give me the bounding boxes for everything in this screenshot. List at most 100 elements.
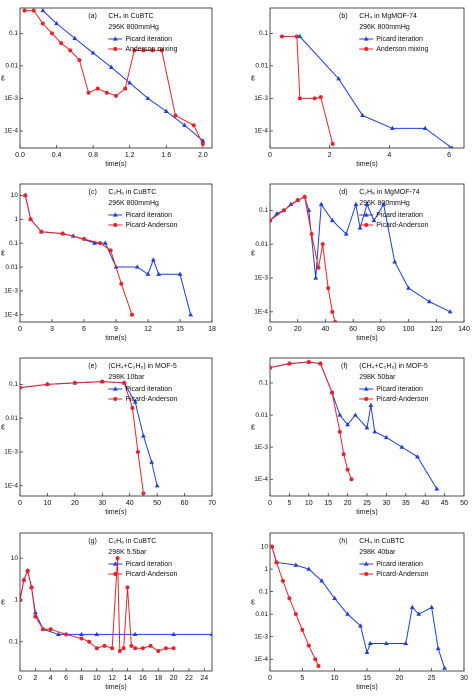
x-tick-label: 60 (349, 326, 357, 333)
y-tick-label: 1E-3 (254, 275, 268, 282)
marker (79, 636, 84, 641)
marker (349, 477, 354, 482)
marker (171, 646, 176, 651)
marker (306, 643, 311, 648)
plot-frame (269, 357, 465, 497)
marker (329, 217, 335, 223)
x-tick-label: 40 (322, 326, 330, 333)
x-tick-label: 8 (79, 675, 83, 682)
legend-marker (113, 397, 118, 401)
y-tick-label: 0.1 (9, 381, 18, 388)
legend-label: Picard-Anderson (376, 396, 428, 403)
marker (442, 665, 447, 670)
marker (100, 379, 105, 384)
legend-marker (112, 36, 118, 41)
x-tick-label: 3 (50, 326, 54, 333)
marker (384, 640, 389, 646)
plot-area (270, 359, 440, 491)
marker (384, 434, 389, 440)
y-tick-label: 0.01 (255, 241, 268, 248)
series-line (20, 381, 144, 494)
annotation: 298K 10bar (108, 374, 145, 381)
marker (287, 596, 292, 601)
plot-frame (19, 7, 213, 149)
y-axis-label: ε (1, 596, 5, 606)
y-tick-label: 0.1 (259, 380, 268, 387)
y-tick-label: 1E-4 (4, 483, 18, 490)
legend-label: Picard iteration (376, 561, 423, 568)
plot-area (22, 192, 194, 317)
x-tick-label: 20 (395, 675, 403, 682)
marker (150, 48, 155, 53)
y-axis-label: ε (251, 72, 255, 82)
x-tick-label: 0 (18, 675, 22, 682)
legend-marker (364, 223, 369, 227)
marker (32, 609, 38, 615)
marker (381, 201, 387, 206)
y-tick-label: 1E-3 (4, 288, 18, 295)
marker (132, 399, 138, 404)
annotation: C₂H₆ in CuBTC (108, 538, 156, 545)
marker (368, 402, 374, 407)
marker (72, 35, 78, 40)
marker (108, 248, 113, 253)
legend-label: Picard-Anderson (376, 222, 428, 229)
marker (156, 271, 162, 276)
marker (31, 8, 36, 13)
marker (318, 95, 323, 100)
legend-label: Picard iteration (376, 36, 423, 43)
x-tick-label: 1.6 (161, 152, 171, 159)
marker (92, 240, 98, 245)
marker (33, 614, 38, 619)
y-tick-label: 10 (261, 543, 269, 550)
marker (156, 649, 161, 654)
panel: 0 5 10 15 20 25 30 1E-4 1E-3 0.01 0.1 1 10 time(s) ε (h… (251, 532, 468, 691)
annotation: C₂H₆ in CuBTC (108, 189, 156, 196)
marker (447, 309, 453, 314)
marker (40, 21, 45, 26)
plot-area (20, 379, 160, 496)
marker (326, 286, 331, 291)
marker (130, 312, 134, 317)
marker (279, 34, 284, 39)
x-axis-label: time(s) (356, 335, 377, 342)
marker (270, 365, 272, 370)
x-tick-label: 9 (114, 326, 118, 333)
x-tick-label: 6 (64, 675, 68, 682)
y-tick-label: 0.01 (255, 63, 268, 70)
marker (343, 231, 349, 236)
marker (50, 31, 54, 36)
x-tick-label: 5 (300, 675, 304, 682)
x-axis-label: time(s) (105, 161, 126, 168)
y-tick-label: 0.1 (9, 638, 18, 645)
series-line (42, 10, 204, 142)
x-tick-label: 0 (268, 152, 272, 159)
x-tick-label: 6 (82, 326, 86, 333)
plot-area (279, 33, 454, 148)
annotation: (CH₄+C₂H₆) in MOF-5 (108, 363, 177, 370)
marker (140, 646, 145, 651)
marker (173, 113, 178, 118)
y-tick-label: 1E-3 (254, 444, 268, 451)
series-line (270, 196, 451, 313)
x-tick-label: 35 (402, 500, 410, 507)
legend-label: Anderson mixing (125, 46, 177, 53)
plot-frame (19, 183, 213, 323)
y-tick-label: 0.1 (259, 30, 268, 37)
legend-marker (112, 386, 118, 391)
x-tick-label: 0.8 (88, 152, 98, 159)
marker (306, 566, 312, 571)
annotation: CH₄ in MgMOF-74 (359, 13, 417, 20)
x-axis-label: time(s) (356, 161, 377, 168)
marker (149, 459, 155, 464)
x-tick-label: 25 (428, 675, 436, 682)
marker (182, 122, 187, 127)
annotation: CH₄ in CuBTC (359, 538, 404, 545)
x-tick-label: 14 (124, 675, 132, 682)
marker (141, 48, 146, 53)
marker (345, 611, 350, 616)
x-tick-label: 0.4 (52, 152, 62, 159)
annotation: 296K 800mmHg (359, 24, 410, 31)
y-axis-label: ε (251, 247, 255, 257)
x-tick-label: 120 (430, 326, 442, 333)
